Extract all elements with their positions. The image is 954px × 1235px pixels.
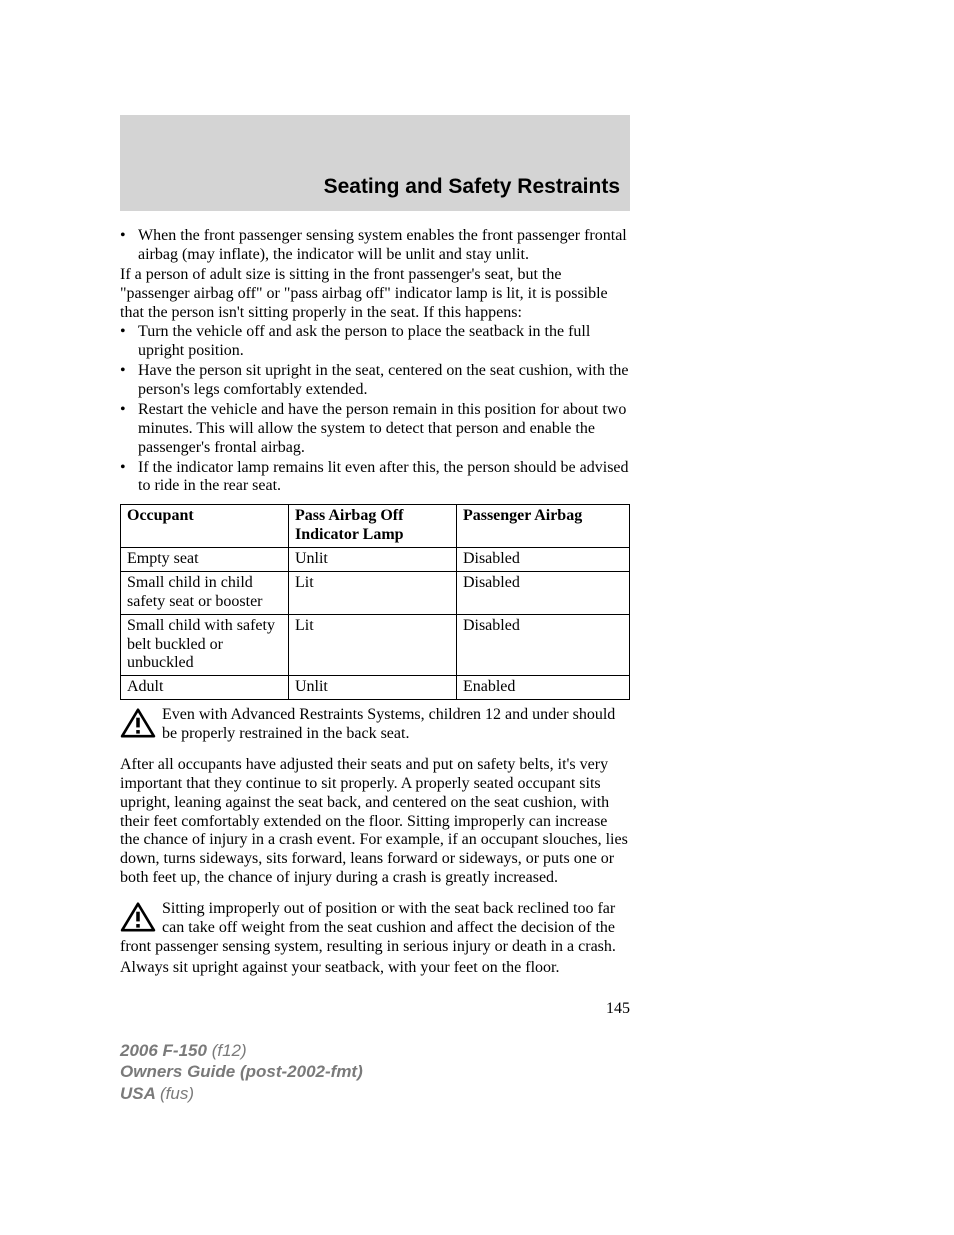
footer-line-3: USA (fus) (120, 1083, 363, 1104)
warning-text-2: Always sit upright against your seatback… (120, 959, 630, 978)
warning-icon (120, 708, 156, 738)
table-cell: Unlit (288, 548, 456, 572)
table-header: Pass Airbag Off Indicator Lamp (288, 505, 456, 548)
table-row: Adult Unlit Enabled (121, 676, 630, 700)
table-cell: Enabled (456, 676, 629, 700)
paragraph: After all occupants have adjusted their … (120, 756, 630, 888)
warning-text: Even with Advanced Restraints Systems, c… (120, 706, 630, 744)
footer-region: USA (120, 1084, 160, 1103)
table-header: Passenger Airbag (456, 505, 629, 548)
paragraph: If a person of adult size is sitting in … (120, 266, 630, 323)
list-item: If the indicator lamp remains lit even a… (120, 459, 630, 497)
list-item: Turn the vehicle off and ask the person … (120, 323, 630, 361)
section-title: Seating and Safety Restraints (130, 175, 620, 199)
list-item: When the front passenger sensing system … (120, 227, 630, 265)
table-cell: Small child with safety belt buckled or … (121, 614, 289, 676)
table-cell: Unlit (288, 676, 456, 700)
page-number: 145 (120, 1000, 630, 1018)
footer-guide: Owners Guide (post-2002-fmt) (120, 1062, 363, 1081)
section-header: Seating and Safety Restraints (120, 115, 630, 211)
footer-line-2: Owners Guide (post-2002-fmt) (120, 1061, 363, 1082)
table-row: Small child in child safety seat or boos… (121, 571, 630, 614)
body-text: When the front passenger sensing system … (120, 227, 630, 496)
table-cell: Adult (121, 676, 289, 700)
table-header: Occupant (121, 505, 289, 548)
warning-block-2: Sitting improperly out of position or wi… (120, 900, 630, 957)
table-cell: Lit (288, 614, 456, 676)
table-row: Small child with safety belt buckled or … (121, 614, 630, 676)
table-cell: Disabled (456, 571, 629, 614)
list-item: Have the person sit upright in the seat,… (120, 362, 630, 400)
table-header-row: Occupant Pass Airbag Off Indicator Lamp … (121, 505, 630, 548)
footer-code: (fus) (160, 1084, 194, 1103)
table-cell: Small child in child safety seat or boos… (121, 571, 289, 614)
page-content: Seating and Safety Restraints When the f… (120, 115, 630, 1018)
footer-line-1: 2006 F-150 (f12) (120, 1040, 363, 1061)
footer-code: (f12) (212, 1041, 247, 1060)
warning-icon (120, 902, 156, 932)
table-row: Empty seat Unlit Disabled (121, 548, 630, 572)
table-cell: Disabled (456, 548, 629, 572)
footer: 2006 F-150 (f12) Owners Guide (post-2002… (120, 1040, 363, 1104)
bullet-list-1: When the front passenger sensing system … (120, 227, 630, 265)
table-cell: Empty seat (121, 548, 289, 572)
warning-block-1: Even with Advanced Restraints Systems, c… (120, 706, 630, 744)
warning-text: Sitting improperly out of position or wi… (120, 900, 630, 957)
bullet-list-2: Turn the vehicle off and ask the person … (120, 323, 630, 496)
footer-model: 2006 F-150 (120, 1041, 212, 1060)
list-item: Restart the vehicle and have the person … (120, 401, 630, 458)
table-cell: Disabled (456, 614, 629, 676)
table-cell: Lit (288, 571, 456, 614)
airbag-table: Occupant Pass Airbag Off Indicator Lamp … (120, 504, 630, 700)
